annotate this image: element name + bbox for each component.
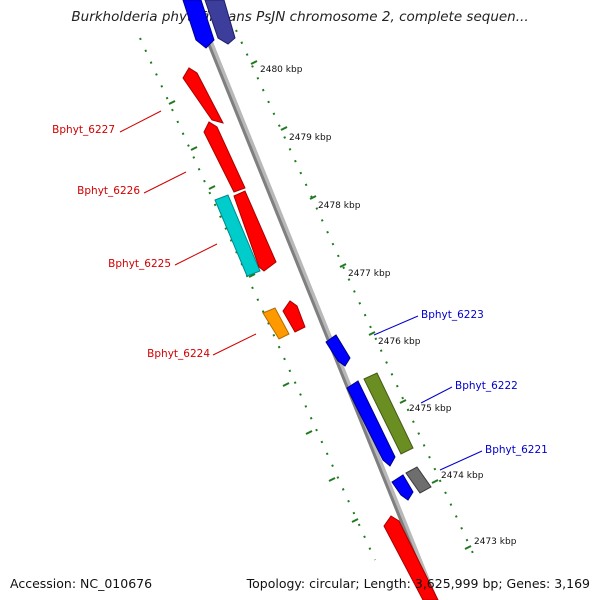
gene-label-leader <box>373 315 419 336</box>
gene-label[interactable]: Bphyt_6226 <box>77 185 140 197</box>
gene-feature-gray-6221 <box>405 466 432 494</box>
gene-feature-orange-6224 <box>262 307 290 340</box>
gene-features-bottom <box>325 334 439 600</box>
gene-features-top <box>182 0 306 340</box>
ruler-guide-outer <box>139 37 376 561</box>
gene-label[interactable]: Bphyt_6222 <box>455 380 518 392</box>
chromosome-backbone-shadow <box>192 0 438 600</box>
gene-feature-blue <box>182 0 215 49</box>
gene-feature-red-6226 <box>203 121 246 193</box>
gene-feature-red-6227 <box>182 67 224 124</box>
gene-feature-blue-6222 <box>346 380 396 467</box>
ruler-tick-label: 2478 kbp <box>318 201 361 211</box>
gene-feature-red-bottom <box>383 515 439 600</box>
gene-label[interactable]: Bphyt_6224 <box>147 348 210 360</box>
ruler-tick-label: 2475 kbp <box>409 404 452 414</box>
gene-feature-blue-6223 <box>325 334 351 367</box>
gene-label-leader <box>119 110 162 133</box>
accession-label: Accession: NC_010676 <box>10 576 153 591</box>
gene-feature-olive-6222 <box>363 372 414 455</box>
gene-feature-slate <box>204 0 236 45</box>
ruler-tick-label: 2479 kbp <box>289 133 332 143</box>
gene-feature-red-6224b <box>282 300 306 333</box>
ruler-tick-label: 2473 kbp <box>474 537 517 547</box>
chromosome-backbone <box>189 0 435 600</box>
gene-feature-blue-6221 <box>391 474 414 501</box>
gene-label-leader <box>439 450 483 471</box>
gene-label-leader <box>420 386 453 404</box>
map-title: Burkholderia phytofirmans PsJN chromosom… <box>71 9 529 25</box>
gene-label[interactable]: Bphyt_6221 <box>485 444 548 456</box>
ruler-tick-label: 2476 kbp <box>378 337 421 347</box>
gene-label[interactable]: Bphyt_6227 <box>52 124 115 136</box>
gene-label-leader <box>143 171 187 194</box>
ruler-tick-label: 2474 kbp <box>441 471 484 481</box>
gene-label[interactable]: Bphyt_6225 <box>108 258 171 270</box>
gene-label-leader <box>212 333 257 356</box>
ruler-guide-inner <box>235 29 477 561</box>
ruler-tick-label: 2477 kbp <box>348 269 391 279</box>
gene-feature-cyan-6225 <box>214 194 261 277</box>
ruler-tick-label: 2480 kbp <box>260 65 303 75</box>
gene-feature-red-6225b <box>233 190 277 272</box>
genome-summary-label: Topology: circular; Length: 3,625,999 bp… <box>246 576 590 591</box>
gene-label-leader <box>174 243 218 266</box>
gene-label[interactable]: Bphyt_6223 <box>421 309 484 321</box>
